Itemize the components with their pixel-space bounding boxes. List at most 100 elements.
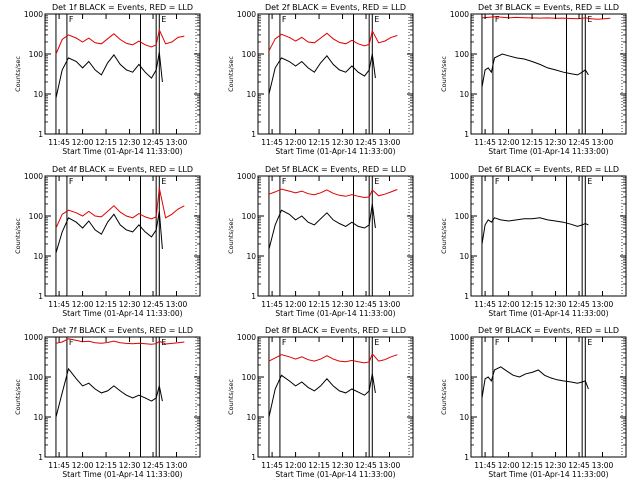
x-axis-title: Start Time (01-Apr-14 11:33:00) <box>275 470 395 479</box>
x-tick-label: 11:45 <box>48 138 70 147</box>
x-tick-label: 12:15 <box>521 300 543 309</box>
x-tick-label: 12:30 <box>119 138 141 147</box>
x-tick-label: 12:15 <box>95 461 117 470</box>
chart-title: Det 3f BLACK = Events, RED = LLD <box>478 3 619 12</box>
x-tick-label: 12:00 <box>498 300 520 309</box>
x-tick-label: 11:45 <box>261 138 283 147</box>
x-tick-label: 12:45 <box>568 300 590 309</box>
x-tick-label: 12:00 <box>498 461 520 470</box>
x-axis-title: Start Time (01-Apr-14 11:33:00) <box>275 309 395 318</box>
x-tick-label: 12:00 <box>72 461 94 470</box>
marker-e: E <box>374 177 379 186</box>
y-axis-title: Counts/sec <box>14 56 22 92</box>
y-tick-label: 1 <box>464 130 469 139</box>
x-tick-label: 12:30 <box>119 461 141 470</box>
marker-e: E <box>587 338 592 347</box>
x-tick-label: 12:30 <box>545 138 567 147</box>
y-tick-label: 100 <box>455 50 470 59</box>
y-tick-label: 1000 <box>450 10 469 19</box>
y-tick-label: 100 <box>242 373 257 382</box>
plot-frame <box>44 175 201 297</box>
chart-title: Det 7f BLACK = Events, RED = LLD <box>52 326 193 335</box>
chart-title: Det 8f BLACK = Events, RED = LLD <box>265 326 406 335</box>
y-tick-label: 10 <box>459 252 469 261</box>
x-tick-label: 11:45 <box>261 300 283 309</box>
x-axis-title: Start Time (01-Apr-14 11:33:00) <box>488 147 608 156</box>
x-tick-label: 12:15 <box>308 461 330 470</box>
x-tick-label: 13:00 <box>379 300 401 309</box>
plot-frame <box>257 13 414 135</box>
x-tick-label: 12:00 <box>72 300 94 309</box>
x-tick-label: 11:45 <box>474 138 496 147</box>
plot-frame <box>44 13 201 135</box>
y-tick-label: 100 <box>242 50 257 59</box>
x-tick-label: 12:00 <box>285 461 307 470</box>
x-tick-label: 12:00 <box>285 138 307 147</box>
chart-title: Det 9f BLACK = Events, RED = LLD <box>478 326 619 335</box>
x-tick-label: 13:00 <box>592 300 614 309</box>
series-line-lld <box>55 338 185 345</box>
y-tick-label: 1000 <box>450 172 469 181</box>
plot-frame <box>257 175 414 297</box>
chart-title: Det 4f BLACK = Events, RED = LLD <box>52 165 193 174</box>
marker-f: F <box>282 338 287 347</box>
y-axis-title: Counts/sec <box>227 56 235 92</box>
marker-f: F <box>69 338 74 347</box>
y-axis-title: Counts/sec <box>227 218 235 254</box>
x-tick-label: 13:00 <box>166 461 188 470</box>
series-line-events <box>268 203 376 250</box>
y-tick-label: 1 <box>38 453 43 462</box>
marker-f: F <box>69 15 74 24</box>
x-tick-label: 12:00 <box>72 138 94 147</box>
marker-f: F <box>69 177 74 186</box>
x-tick-label: 12:15 <box>95 138 117 147</box>
x-tick-label: 11:45 <box>48 300 70 309</box>
series-line-events <box>55 367 163 418</box>
x-axis-title: Start Time (01-Apr-14 11:33:00) <box>62 470 182 479</box>
series-line-lld <box>481 16 611 20</box>
y-tick-label: 100 <box>455 212 470 221</box>
x-tick-label: 12:45 <box>142 461 164 470</box>
x-tick-label: 12:30 <box>545 461 567 470</box>
y-tick-label: 10 <box>33 90 43 99</box>
marker-e: E <box>374 338 379 347</box>
x-tick-label: 13:00 <box>166 300 188 309</box>
series-line-lld <box>268 188 398 199</box>
series-line-lld <box>55 187 185 229</box>
x-tick-label: 12:45 <box>355 138 377 147</box>
x-tick-label: 12:15 <box>521 461 543 470</box>
chart-panel-3: Det 3f BLACK = Events, RED = LLD F E 1 10 100… <box>440 3 627 156</box>
x-tick-label: 12:15 <box>95 300 117 309</box>
marker-e: E <box>161 177 166 186</box>
y-tick-label: 10 <box>246 90 256 99</box>
x-axis-title: Start Time (01-Apr-14 11:33:00) <box>62 309 182 318</box>
series-line-events <box>481 217 589 245</box>
y-tick-label: 1000 <box>450 333 469 342</box>
x-tick-label: 12:00 <box>498 138 520 147</box>
x-tick-label: 13:00 <box>166 138 188 147</box>
y-axis-title: Counts/sec <box>227 379 235 415</box>
chart-panel-5: Det 5f BLACK = Events, RED = LLD F E 1 10 100… <box>227 165 414 318</box>
plot-frame <box>470 13 627 135</box>
x-axis-title: Start Time (01-Apr-14 11:33:00) <box>275 147 395 156</box>
y-tick-label: 10 <box>33 413 43 422</box>
chart-panel-9: Det 9f BLACK = Events, RED = LLD F E 1 10 100… <box>440 326 627 479</box>
x-tick-label: 12:45 <box>568 138 590 147</box>
chart-panel-6: Det 6f BLACK = Events, RED = LLD F E 1 10 100… <box>440 165 627 318</box>
marker-f: F <box>495 177 500 186</box>
marker-e: E <box>587 15 592 24</box>
marker-f: F <box>282 177 287 186</box>
marker-e: E <box>374 15 379 24</box>
x-axis-title: Start Time (01-Apr-14 11:33:00) <box>488 309 608 318</box>
y-tick-label: 10 <box>459 413 469 422</box>
y-axis-title: Counts/sec <box>14 379 22 415</box>
chart-panel-2: Det 2f BLACK = Events, RED = LLD F E 1 10 100… <box>227 3 414 156</box>
plot-frame <box>470 336 627 458</box>
y-axis-title: Counts/sec <box>14 218 22 254</box>
x-tick-label: 11:45 <box>48 461 70 470</box>
y-tick-label: 100 <box>29 50 44 59</box>
x-axis-title: Start Time (01-Apr-14 11:33:00) <box>488 470 608 479</box>
y-axis-title: Counts/sec <box>440 218 448 254</box>
x-axis-title: Start Time (01-Apr-14 11:33:00) <box>62 147 182 156</box>
series-line-events <box>268 53 376 95</box>
